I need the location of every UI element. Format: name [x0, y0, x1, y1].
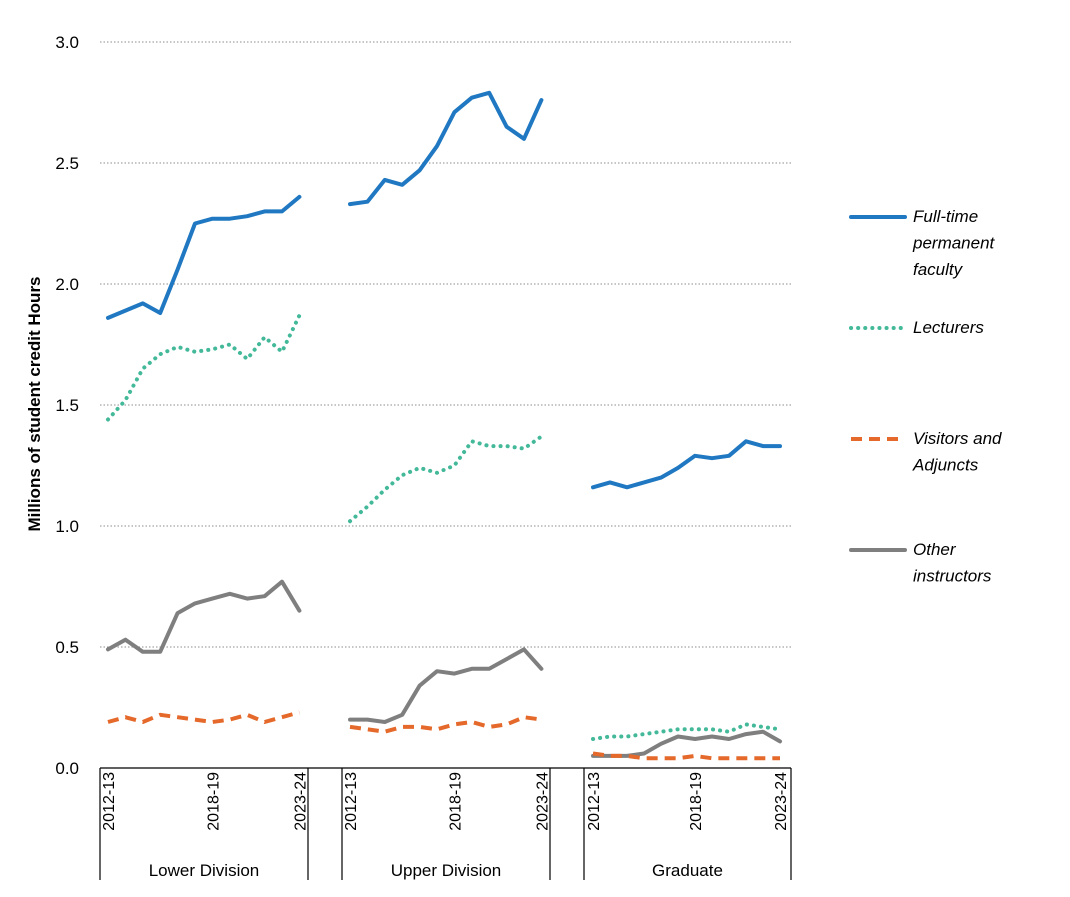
legend-label: Full-time — [913, 207, 978, 226]
legend-label: permanent — [912, 234, 996, 253]
y-tick-label: 3.0 — [55, 33, 79, 52]
y-tick-label: 0.0 — [55, 759, 79, 778]
series-line-full-time-permanent-faculty-lower-division — [106, 194, 302, 320]
y-axis-title: Millions of student credit Hours — [25, 276, 44, 531]
legend-label: Adjuncts — [912, 456, 979, 475]
legend: Full-time permanent faculty Lecturers Visito… — [849, 207, 1002, 586]
y-tick-label: 1.0 — [55, 517, 79, 536]
series-line-lecturers-lower-division — [106, 313, 302, 422]
y-axis-ticks: 0.0 0.5 1.0 1.5 2.0 2.5 3.0 — [55, 33, 79, 778]
series-line-full-time-permanent-faculty-upper-division — [348, 90, 544, 207]
x-tick-label: 2012-13 — [586, 772, 603, 831]
series-line-full-time-permanent-faculty-graduate — [591, 439, 782, 490]
y-tick-label: 2.0 — [55, 275, 79, 294]
x-axis: 2012-13 2018-19 2023-24 Lower Division 2012-… — [99, 767, 792, 880]
x-tick-label: 2012-13 — [343, 772, 360, 831]
x-tick-label: 2023-24 — [534, 772, 551, 831]
x-tick-label: 2023-24 — [773, 772, 790, 831]
series-line-other-instructors-lower-division — [106, 579, 302, 654]
x-tick-label: 2018-19 — [688, 772, 705, 831]
x-tick-label: 2018-19 — [447, 772, 464, 831]
group-label: Graduate — [652, 861, 723, 880]
series-line-visitors-and-adjuncts-lower-division — [107, 710, 300, 724]
y-tick-label: 2.5 — [55, 154, 79, 173]
group-label: Lower Division — [149, 861, 260, 880]
x-tick-label: 2012-13 — [101, 772, 118, 831]
y-tick-label: 0.5 — [55, 638, 79, 657]
series-line-other-instructors-upper-division — [348, 647, 544, 724]
x-tick-label: 2018-19 — [205, 772, 222, 831]
series-line-lecturers-upper-division — [348, 434, 544, 524]
series-line-lecturers-graduate — [591, 722, 782, 741]
series-line-other-instructors-graduate — [591, 729, 782, 758]
group-label: Upper Division — [391, 861, 502, 880]
series-lines — [106, 90, 782, 761]
y-tick-label: 1.5 — [55, 396, 79, 415]
series-line-visitors-and-adjuncts-upper-division — [349, 715, 542, 734]
legend-label: Visitors and — [913, 429, 1002, 448]
series-line-visitors-and-adjuncts-graduate — [592, 751, 780, 761]
legend-label: Lecturers — [913, 318, 984, 337]
legend-label: Other — [913, 540, 957, 559]
legend-label: faculty — [913, 260, 964, 279]
legend-label: instructors — [913, 567, 992, 586]
x-tick-label: 2023-24 — [292, 772, 309, 831]
